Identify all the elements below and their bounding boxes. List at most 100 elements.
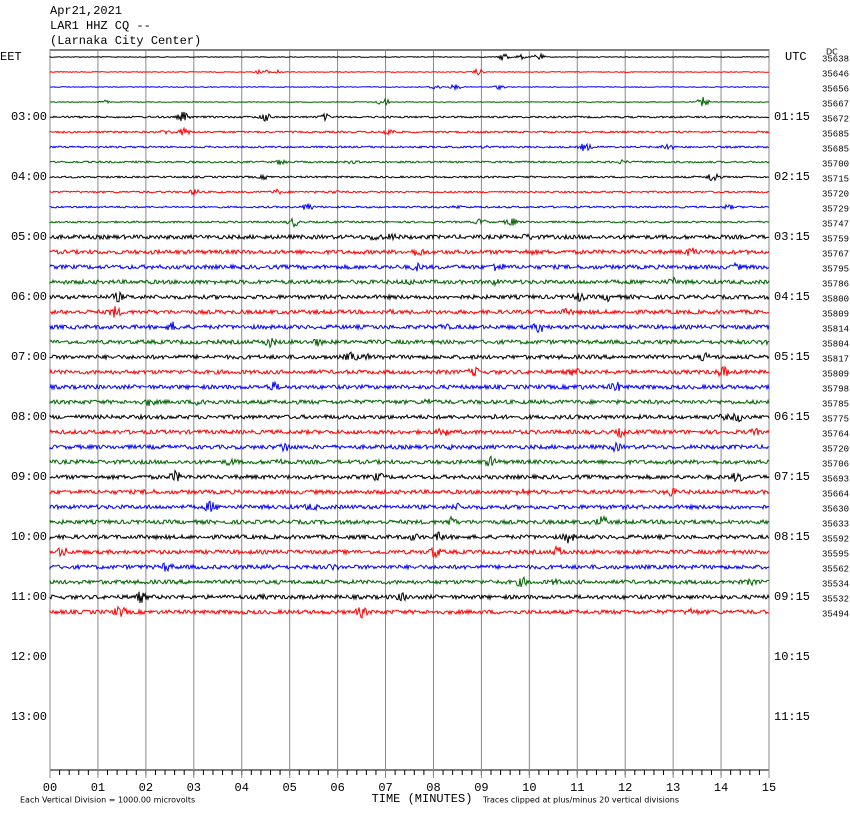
right-time: 10:15 [774, 650, 810, 664]
seismic-trace [49, 247, 770, 257]
seismic-trace [49, 83, 770, 92]
trace-label: 35817 [822, 354, 849, 364]
trace-label: 35767 [822, 249, 849, 259]
right-time: 11:15 [774, 710, 810, 724]
trace-label: 35664 [822, 489, 849, 499]
trace-label: 35685 [822, 129, 849, 139]
left-zone: EET [0, 50, 22, 64]
trace-label: 35534 [822, 579, 849, 589]
trace-label: 35720 [822, 189, 849, 199]
x-tick-label: 14 [714, 781, 728, 795]
trace-label: 35672 [822, 114, 849, 124]
seismic-trace [49, 412, 770, 423]
x-tick-label: 08 [426, 781, 440, 795]
trace-label: 35638 [822, 54, 849, 64]
seismic-trace [49, 365, 770, 378]
trace-label: 35562 [822, 564, 849, 574]
trace-label: 35814 [822, 324, 849, 334]
right-time: 03:15 [774, 230, 810, 244]
seismic-trace [49, 126, 770, 136]
trace-label: 35700 [822, 159, 849, 169]
x-tick-label: 01 [91, 781, 105, 795]
right-time: 05:15 [774, 350, 810, 364]
trace-label: 35795 [822, 264, 849, 274]
trace-label: 35764 [822, 429, 849, 439]
seismic-trace [49, 111, 770, 123]
right-zone: UTC [785, 50, 807, 64]
trace-label: 35720 [822, 444, 849, 454]
seismic-trace [49, 562, 770, 573]
trace-label: 35595 [822, 549, 849, 559]
left-time: 10:00 [11, 530, 47, 544]
trace-label: 35685 [822, 144, 849, 154]
seismic-trace [49, 142, 770, 152]
seismic-trace [49, 158, 770, 166]
x-tick-label: 05 [282, 781, 296, 795]
seismic-trace [49, 500, 770, 512]
trace-label: 35785 [822, 399, 849, 409]
seismic-trace [49, 455, 770, 467]
trace-label: 35809 [822, 309, 849, 319]
right-time: 08:15 [774, 530, 810, 544]
left-time: 07:00 [11, 350, 47, 364]
left-time: 08:00 [11, 410, 47, 424]
x-tick-label: 07 [378, 781, 392, 795]
seismic-trace [49, 531, 770, 544]
right-time: 07:15 [774, 470, 810, 484]
seismic-trace [49, 338, 769, 349]
seismic-trace [49, 232, 770, 242]
x-axis-label: TIME (MINUTES) [372, 792, 473, 806]
seismic-trace [49, 172, 770, 182]
location: (Larnaka City Center) [50, 34, 201, 48]
seismic-trace [49, 514, 770, 526]
left-time: 05:00 [11, 230, 47, 244]
trace-label: 35532 [822, 594, 849, 604]
x-tick-label: 09 [474, 781, 488, 795]
trace-label: 35775 [822, 414, 849, 424]
clip-note: Traces clipped at plus/minus 20 vertical… [482, 796, 679, 805]
x-tick-label: 00 [43, 781, 57, 795]
trace-label: 35667 [822, 99, 849, 109]
trace-label: 35656 [822, 84, 849, 94]
seismic-trace [49, 544, 770, 559]
trace-label: 35706 [822, 459, 849, 469]
seismic-trace [49, 261, 770, 272]
x-tick-label: 06 [330, 781, 344, 795]
seismic-trace [49, 52, 770, 61]
seismic-trace [49, 427, 770, 439]
x-tick-label: 02 [139, 781, 153, 795]
right-time: 09:15 [774, 590, 810, 604]
left-time: 09:00 [11, 470, 47, 484]
trace-label: 35646 [822, 69, 849, 79]
plot-frame [49, 49, 770, 771]
right-time: 04:15 [774, 290, 810, 304]
seismic-trace [49, 469, 770, 483]
trace-label: 35809 [822, 369, 849, 379]
seismic-trace [49, 605, 770, 619]
left-time: 06:00 [11, 290, 47, 304]
left-time: 11:00 [11, 590, 47, 604]
right-time: 01:15 [774, 110, 810, 124]
seismic-trace [49, 575, 770, 588]
trace-label: 35804 [822, 339, 849, 349]
trace-label: 35798 [822, 384, 849, 394]
station: LAR1 HHZ CQ -- [50, 19, 151, 33]
seismic-trace [49, 321, 770, 334]
trace-label: 35715 [822, 174, 849, 184]
x-tick-label: 13 [666, 781, 680, 795]
seismic-trace [49, 351, 770, 362]
seismic-trace [49, 306, 770, 318]
x-tick-label: 04 [235, 781, 249, 795]
seismic-trace [49, 398, 770, 407]
trace-label: 35747 [822, 219, 849, 229]
seismic-trace [49, 441, 770, 454]
seismic-trace [49, 203, 770, 211]
seismic-trace [49, 276, 770, 288]
trace-label: 35630 [822, 504, 849, 514]
seismic-trace [49, 487, 770, 497]
x-tick-label: 15 [762, 781, 776, 795]
x-tick-label: 11 [570, 781, 584, 795]
trace-label: 35800 [822, 294, 849, 304]
seismic-trace [49, 96, 769, 107]
